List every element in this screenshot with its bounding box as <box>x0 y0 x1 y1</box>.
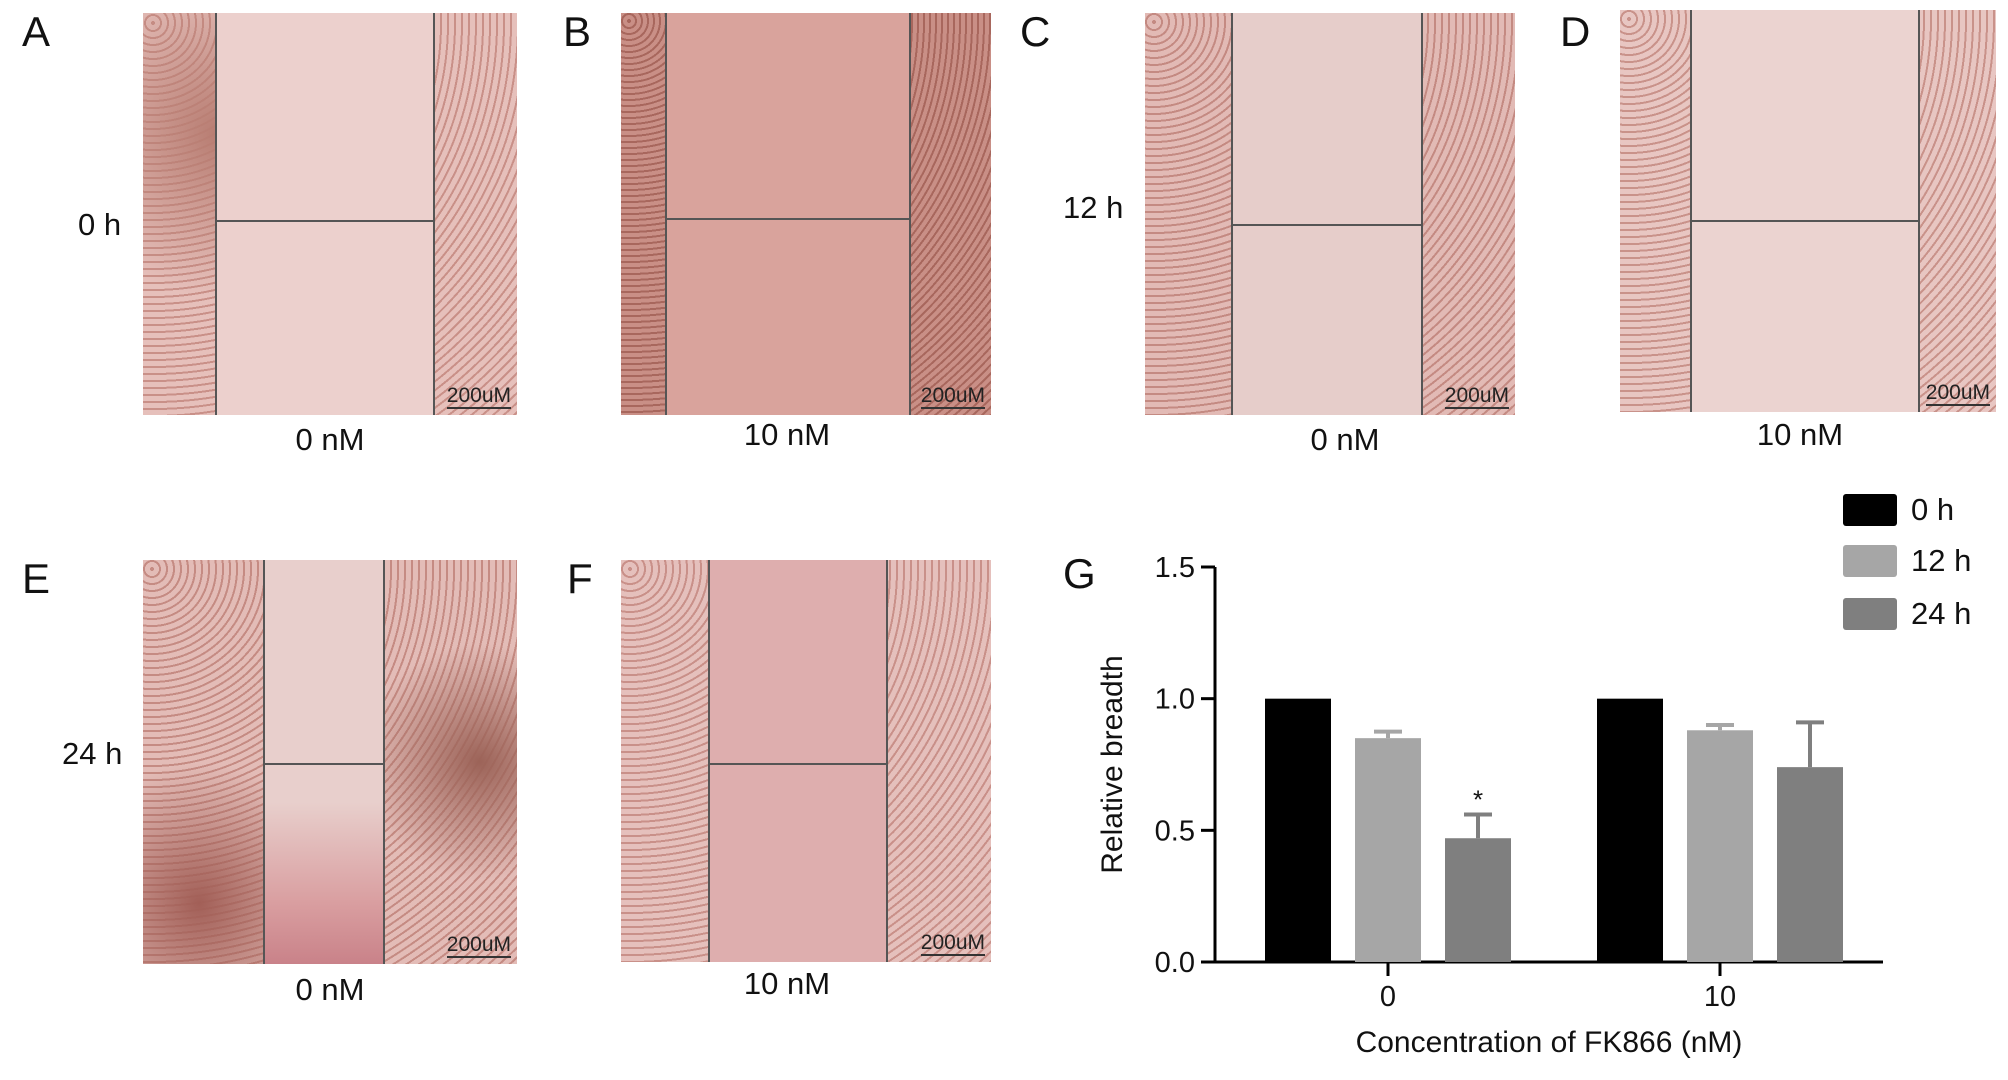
x-tick-label: 0 <box>1380 981 1396 1013</box>
scratch-area <box>1690 10 1918 412</box>
condition-label-c: 0 nM <box>1310 422 1380 457</box>
wound-edge-right <box>383 560 385 964</box>
time-label-24h: 24 h <box>62 736 123 771</box>
panel-letter-a: A <box>22 8 51 55</box>
legend-swatch-24h <box>1843 598 1897 630</box>
legend-swatch-0h <box>1843 494 1897 526</box>
wound-edge-left <box>665 13 667 415</box>
scratch-area <box>708 560 886 962</box>
bar <box>1777 767 1843 962</box>
wound-midline <box>665 218 909 220</box>
y-tick-label: 0.5 <box>1155 815 1195 847</box>
wound-edge-left <box>1690 10 1692 412</box>
scratch-area <box>215 13 433 415</box>
x-tick-label: 10 <box>1704 981 1736 1013</box>
wound-edge-right <box>909 13 911 415</box>
legend-label-0h: 0 h <box>1911 492 1955 527</box>
wound-midline <box>708 763 886 765</box>
significance-marker: * <box>1473 785 1483 815</box>
wound-edge-right <box>886 560 888 962</box>
micrograph-e: 200uM <box>143 560 517 964</box>
wound-edge-left <box>708 560 710 962</box>
bar <box>1597 698 1663 962</box>
wound-midline <box>263 763 383 765</box>
scratch-area <box>665 13 909 415</box>
micrograph-a: 200uM <box>143 13 517 415</box>
condition-label-d: 10 nM <box>1756 417 1844 452</box>
micrograph-c: 200uM <box>1145 13 1515 415</box>
micrograph-d: 200uM <box>1620 10 1996 412</box>
bar <box>1445 838 1511 962</box>
scale-bar: 200uM <box>446 384 511 409</box>
bar <box>1355 738 1421 962</box>
panel-letter-c: C <box>1020 8 1051 55</box>
wound-edge-left <box>1231 13 1233 415</box>
scale-bar: 200uM <box>920 384 985 409</box>
panel-letter-b: B <box>563 8 592 55</box>
wound-edge-right <box>1421 13 1423 415</box>
wound-midline <box>1231 224 1421 226</box>
panel-letter-f: F <box>567 555 593 602</box>
panel-letter-e: E <box>22 555 51 602</box>
micrograph-f: 200uM <box>621 560 991 962</box>
panel-letter-d: D <box>1560 8 1591 55</box>
time-label-12h: 12 h <box>1063 190 1124 225</box>
y-tick-label: 0.0 <box>1155 947 1195 979</box>
wound-midline <box>1690 220 1918 222</box>
y-axis-label: Relative breadth <box>1096 655 1129 873</box>
micrograph-b: 200uM <box>621 13 991 415</box>
legend-swatch-12h <box>1843 545 1897 577</box>
condition-label-f: 10 nM <box>743 966 831 1001</box>
x-axis-label: Concentration of FK866 (nM) <box>1356 1026 1743 1059</box>
bar <box>1687 730 1753 962</box>
wound-edge-right <box>1918 10 1920 412</box>
y-tick-label: 1.5 <box>1155 552 1195 584</box>
scale-bar: 200uM <box>1444 384 1509 409</box>
legend-label-12h: 12 h <box>1911 543 1972 578</box>
bar-chart: 0.0 0.5 1.0 1.5 * 0 10 Concentration of FK866 (… <box>1096 552 1883 1059</box>
condition-label-e: 0 nM <box>295 972 365 1007</box>
panel-letter-g: G <box>1063 550 1096 597</box>
wound-edge-left <box>263 560 265 964</box>
scale-bar: 200uM <box>920 931 985 956</box>
y-tick-label: 1.0 <box>1155 684 1195 716</box>
scale-bar: 200uM <box>446 933 511 958</box>
condition-label-b: 10 nM <box>743 417 831 452</box>
wound-midline <box>215 220 433 222</box>
bar <box>1265 698 1331 962</box>
legend-label-24h: 24 h <box>1911 596 1972 631</box>
wound-edge-right <box>433 13 435 415</box>
scale-bar: 200uM <box>1925 381 1990 406</box>
condition-label-a: 0 nM <box>295 422 365 457</box>
wound-edge-left <box>215 13 217 415</box>
scratch-area <box>1231 13 1421 415</box>
time-label-0h: 0 h <box>78 207 122 242</box>
scratch-area <box>263 560 383 964</box>
